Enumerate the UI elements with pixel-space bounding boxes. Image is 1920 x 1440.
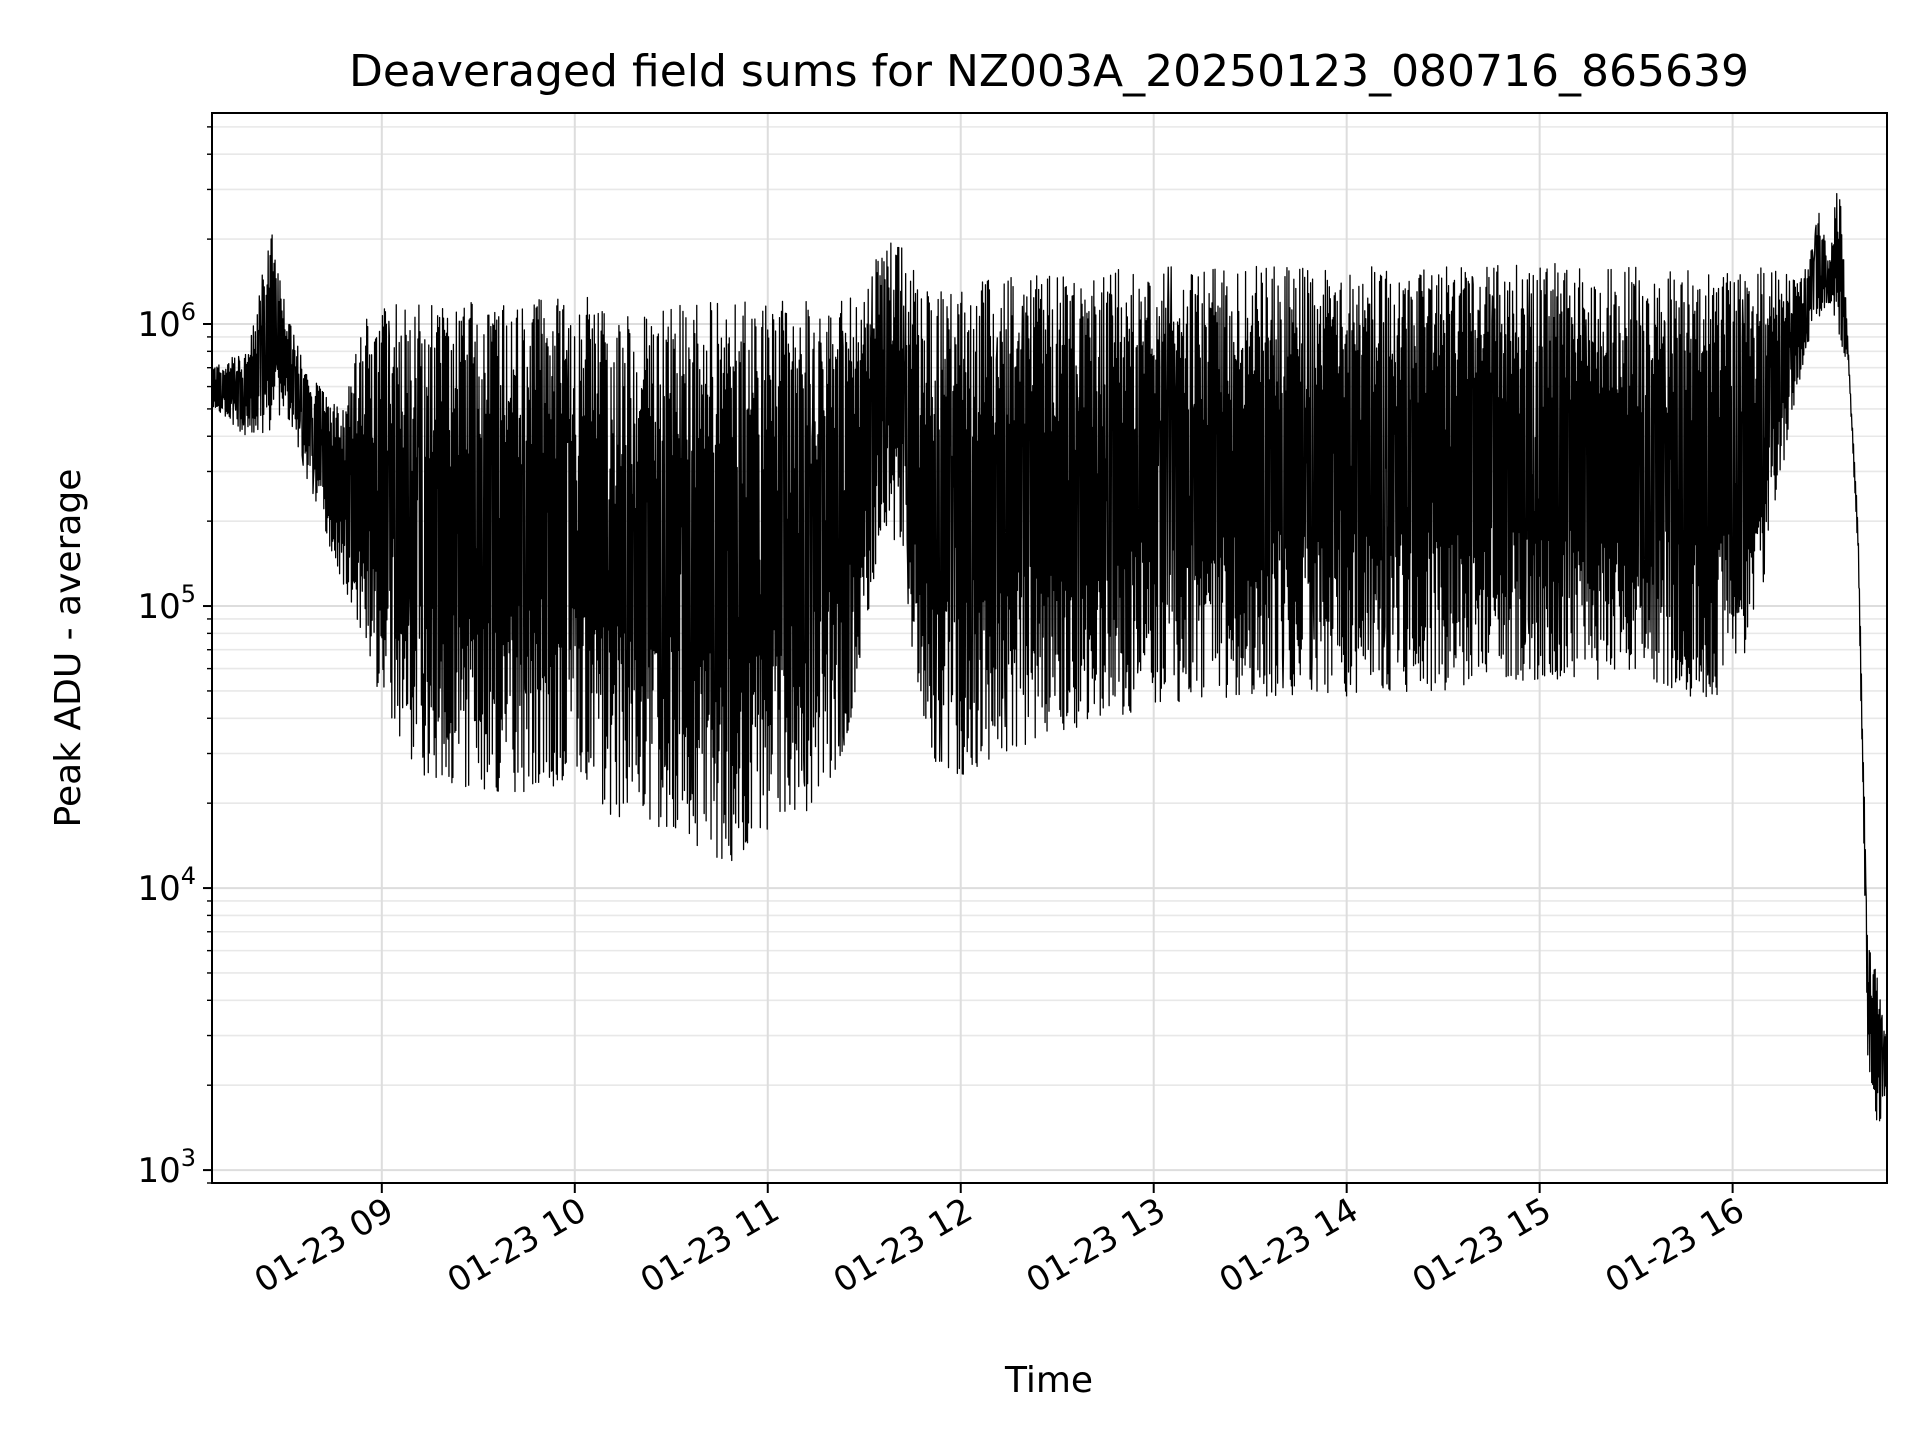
y-tick-base: 10 <box>137 869 180 909</box>
data-series <box>211 193 1888 1122</box>
data-line <box>211 193 1888 1122</box>
y-tick-exponent: 6 <box>181 298 196 326</box>
x-axis-label: Time <box>1004 1360 1093 1401</box>
chart-title: Deaveraged field sums for NZ003A_2025012… <box>349 46 1749 97</box>
y-tick-base: 10 <box>137 305 180 345</box>
y-tick-label: 103 <box>137 1144 196 1191</box>
y-tick-exponent: 3 <box>181 1144 196 1172</box>
y-tick-exponent: 4 <box>181 862 196 890</box>
y-tick-label: 105 <box>137 580 196 627</box>
y-axis-label: Peak ADU - average <box>48 469 89 828</box>
y-tick-base: 10 <box>137 587 180 627</box>
plot-frame <box>211 112 1888 1184</box>
y-tick-exponent: 5 <box>181 580 196 608</box>
y-tick-base: 10 <box>137 1151 180 1191</box>
y-tick-label: 106 <box>137 298 196 345</box>
y-tick-label: 104 <box>137 862 196 909</box>
